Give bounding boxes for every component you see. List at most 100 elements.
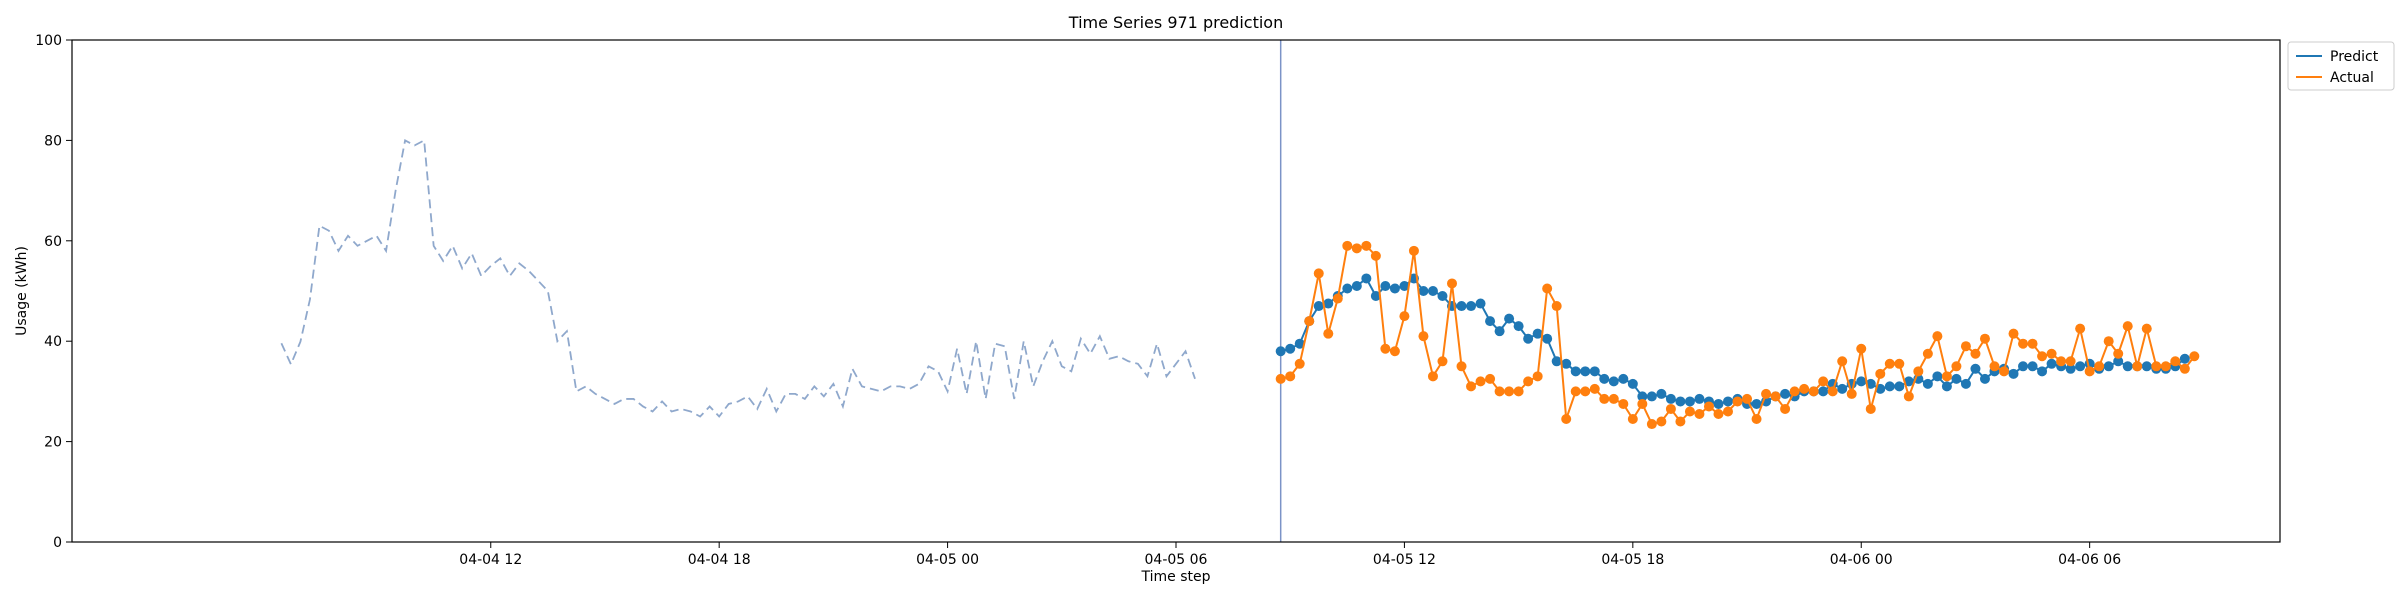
- data-point-actual: [1456, 361, 1467, 372]
- x-axis: 04-04 12 04-04 18 04-05 00 04-05 06 04-05 12…: [459, 542, 2121, 568]
- data-point-predict: [1370, 291, 1381, 302]
- data-point-predict: [1580, 366, 1591, 377]
- data-point-actual: [2037, 351, 2048, 362]
- data-point-predict: [1542, 333, 1553, 344]
- data-point-actual: [1494, 386, 1505, 397]
- data-point-predict: [1960, 378, 1971, 389]
- data-point-actual: [1856, 343, 1867, 354]
- data-point-predict: [2027, 361, 2038, 372]
- data-point-actual: [1532, 371, 1543, 382]
- x-tick-label: 04-06 00: [1830, 552, 1893, 568]
- data-point-actual: [1703, 401, 1714, 412]
- data-point-predict: [2018, 361, 2029, 372]
- data-point-predict: [1665, 393, 1676, 404]
- data-point-predict: [1532, 328, 1543, 339]
- data-point-predict: [1361, 273, 1372, 284]
- data-point-predict: [1380, 280, 1391, 291]
- data-point-actual: [1323, 328, 1334, 339]
- data-point-predict: [1513, 321, 1524, 332]
- data-point-predict: [1675, 396, 1686, 407]
- data-point-predict: [2179, 353, 2190, 364]
- data-point-actual: [1780, 403, 1791, 414]
- x-axis-label: Time step: [1141, 569, 1211, 585]
- data-point-actual: [1656, 416, 1667, 427]
- data-point-actual: [1523, 376, 1534, 387]
- data-point-actual: [1865, 403, 1876, 414]
- data-point-actual: [1637, 398, 1648, 409]
- data-point-actual: [1894, 358, 1905, 369]
- data-point-actual: [1732, 396, 1743, 407]
- data-point-actual: [1294, 358, 1305, 369]
- data-point-predict: [2113, 356, 2124, 367]
- data-point-actual: [1627, 414, 1638, 425]
- data-point-predict: [1979, 373, 1990, 384]
- data-point-actual: [1437, 356, 1448, 367]
- data-point-predict: [1694, 393, 1705, 404]
- data-point-actual: [2084, 366, 2095, 377]
- data-point-predict: [1466, 301, 1477, 312]
- data-point-actual: [1989, 361, 2000, 372]
- data-point-predict: [1608, 376, 1619, 387]
- data-point-predict: [1637, 391, 1648, 402]
- x-tick-label: 04-05 18: [1601, 552, 1664, 568]
- data-point-actual: [1447, 278, 1457, 289]
- data-point-predict: [1818, 386, 1829, 397]
- data-point-actual: [1789, 386, 1800, 397]
- x-tick-label: 04-05 00: [916, 552, 979, 568]
- data-point-actual: [1808, 386, 1819, 397]
- plot-area: [280, 40, 2200, 542]
- y-tick-label: 80: [44, 133, 62, 149]
- data-point-actual: [1580, 386, 1591, 397]
- data-point-predict: [1561, 358, 1572, 369]
- data-point-actual: [1332, 293, 1343, 304]
- data-point-actual: [1761, 388, 1772, 399]
- data-point-actual: [1408, 245, 1419, 256]
- data-point-actual: [2075, 323, 2086, 334]
- data-point-predict: [1313, 301, 1324, 312]
- data-point-actual: [1389, 346, 1400, 357]
- data-point-predict: [1342, 283, 1353, 294]
- data-point-predict: [1399, 280, 1410, 291]
- data-point-predict: [1494, 326, 1505, 337]
- data-point-predict: [2141, 361, 2152, 372]
- data-point-actual: [1979, 333, 1990, 344]
- data-point-actual: [1751, 414, 1762, 425]
- data-point-predict: [2075, 361, 2086, 372]
- data-point-predict: [1485, 316, 1496, 327]
- data-point-predict: [1932, 371, 1943, 382]
- data-point-actual: [1380, 343, 1391, 354]
- data-point-actual: [1941, 371, 1952, 382]
- y-tick-label: 0: [53, 535, 62, 551]
- data-point-actual: [1999, 366, 2009, 377]
- series-actual: [1275, 240, 2200, 430]
- data-point-actual: [1913, 366, 1924, 377]
- data-point-predict: [1285, 343, 1296, 354]
- data-point-actual: [1285, 371, 1296, 382]
- data-point-actual: [2170, 356, 2181, 367]
- data-point-actual: [1475, 376, 1486, 387]
- data-point-actual: [2008, 328, 2019, 339]
- data-point-predict: [1294, 338, 1305, 349]
- x-tick-label: 04-05 06: [1145, 552, 1208, 568]
- data-point-actual: [1960, 341, 1971, 352]
- data-point-actual: [1932, 331, 1943, 342]
- data-point-actual: [1551, 301, 1562, 312]
- data-point-actual: [2094, 361, 2105, 372]
- data-point-predict: [1856, 376, 1867, 387]
- data-point-actual: [1922, 348, 1933, 359]
- y-tick-label: 40: [44, 334, 62, 350]
- data-point-predict: [1456, 301, 1467, 312]
- data-point-actual: [1361, 240, 1372, 251]
- plot-frame: [71, 39, 2281, 543]
- data-point-actual: [1665, 403, 1676, 414]
- series-line-history: [280, 138, 1196, 418]
- series-line-predict: [1280, 276, 2186, 405]
- data-point-predict: [1684, 396, 1695, 407]
- data-point-predict: [1475, 298, 1486, 309]
- data-point-actual: [2056, 356, 2067, 367]
- data-point-predict: [1618, 373, 1629, 384]
- data-point-predict: [1894, 381, 1905, 392]
- data-point-actual: [2065, 356, 2076, 367]
- data-point-predict: [1713, 398, 1724, 409]
